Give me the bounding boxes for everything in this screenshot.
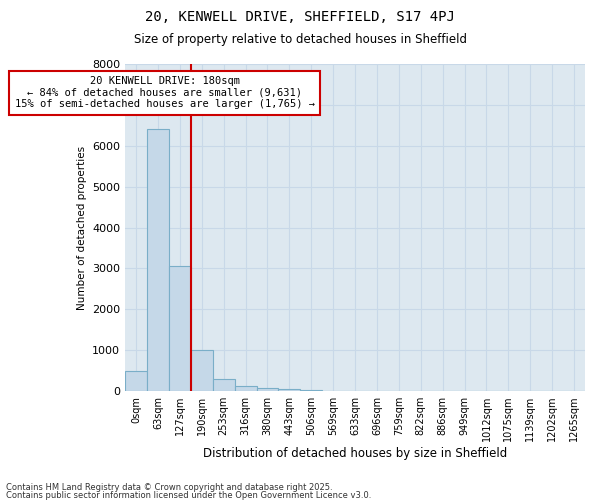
Bar <box>147 130 169 391</box>
Bar <box>257 388 278 391</box>
Bar <box>125 370 147 391</box>
Bar <box>213 379 235 391</box>
Text: Contains HM Land Registry data © Crown copyright and database right 2025.: Contains HM Land Registry data © Crown c… <box>6 484 332 492</box>
Text: 20 KENWELL DRIVE: 180sqm
← 84% of detached houses are smaller (9,631)
15% of sem: 20 KENWELL DRIVE: 180sqm ← 84% of detach… <box>14 76 314 110</box>
Bar <box>278 389 301 391</box>
Bar <box>301 390 322 391</box>
Bar <box>235 386 257 391</box>
X-axis label: Distribution of detached houses by size in Sheffield: Distribution of detached houses by size … <box>203 447 507 460</box>
Text: Size of property relative to detached houses in Sheffield: Size of property relative to detached ho… <box>133 32 467 46</box>
Y-axis label: Number of detached properties: Number of detached properties <box>77 146 86 310</box>
Text: 20, KENWELL DRIVE, SHEFFIELD, S17 4PJ: 20, KENWELL DRIVE, SHEFFIELD, S17 4PJ <box>145 10 455 24</box>
Bar <box>169 266 191 391</box>
Text: Contains public sector information licensed under the Open Government Licence v3: Contains public sector information licen… <box>6 491 371 500</box>
Bar <box>191 350 213 391</box>
